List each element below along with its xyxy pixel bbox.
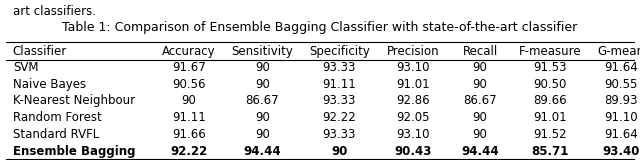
- Text: 91.67: 91.67: [172, 61, 205, 74]
- Text: 86.67: 86.67: [246, 94, 279, 107]
- Text: G-mean: G-mean: [597, 45, 640, 58]
- Text: 93.33: 93.33: [323, 94, 356, 107]
- Text: 92.86: 92.86: [396, 94, 429, 107]
- Text: 91.64: 91.64: [604, 61, 637, 74]
- Text: 91.11: 91.11: [172, 111, 205, 124]
- Text: Random Forest: Random Forest: [13, 111, 102, 124]
- Text: 92.05: 92.05: [396, 111, 429, 124]
- Text: 90: 90: [472, 61, 488, 74]
- Text: 90: 90: [331, 145, 348, 158]
- Text: Naive Bayes: Naive Bayes: [13, 78, 86, 91]
- Text: 93.10: 93.10: [396, 61, 429, 74]
- Text: 94.44: 94.44: [244, 145, 281, 158]
- Text: 91.11: 91.11: [323, 78, 356, 91]
- Text: 91.01: 91.01: [534, 111, 567, 124]
- Text: 93.40: 93.40: [602, 145, 639, 158]
- Text: 90.50: 90.50: [534, 78, 567, 91]
- Text: K-Nearest Neighbour: K-Nearest Neighbour: [13, 94, 135, 107]
- Text: 91.66: 91.66: [172, 128, 205, 141]
- Text: 90.56: 90.56: [172, 78, 205, 91]
- Text: 93.10: 93.10: [396, 128, 429, 141]
- Text: 91.10: 91.10: [604, 111, 637, 124]
- Text: 90: 90: [255, 61, 270, 74]
- Text: SVM: SVM: [13, 61, 38, 74]
- Text: Classifier: Classifier: [13, 45, 67, 58]
- Text: 90.43: 90.43: [394, 145, 431, 158]
- Text: 89.66: 89.66: [534, 94, 567, 107]
- Text: Standard RVFL: Standard RVFL: [13, 128, 99, 141]
- Text: Recall: Recall: [462, 45, 498, 58]
- Text: 94.44: 94.44: [461, 145, 499, 158]
- Text: 91.64: 91.64: [604, 128, 637, 141]
- Text: 93.33: 93.33: [323, 128, 356, 141]
- Text: 86.67: 86.67: [463, 94, 497, 107]
- Text: 90: 90: [255, 128, 270, 141]
- Text: 90: 90: [472, 128, 488, 141]
- Text: Table 1: Comparison of Ensemble Bagging Classifier with state-of-the-art classif: Table 1: Comparison of Ensemble Bagging …: [62, 21, 578, 34]
- Text: F-measure: F-measure: [519, 45, 582, 58]
- Text: Ensemble Bagging: Ensemble Bagging: [13, 145, 135, 158]
- Text: 91.01: 91.01: [396, 78, 429, 91]
- Text: Precision: Precision: [387, 45, 439, 58]
- Text: Sensitivity: Sensitivity: [232, 45, 293, 58]
- Text: 85.71: 85.71: [532, 145, 569, 158]
- Text: 93.33: 93.33: [323, 61, 356, 74]
- Text: art classifiers.: art classifiers.: [13, 5, 96, 18]
- Text: 90: 90: [472, 78, 488, 91]
- Text: Specificity: Specificity: [308, 45, 370, 58]
- Text: 90.55: 90.55: [604, 78, 637, 91]
- Text: 90: 90: [472, 111, 488, 124]
- Text: 92.22: 92.22: [170, 145, 207, 158]
- Text: 91.52: 91.52: [534, 128, 567, 141]
- Text: 92.22: 92.22: [323, 111, 356, 124]
- Text: Accuracy: Accuracy: [162, 45, 216, 58]
- Text: 90: 90: [181, 94, 196, 107]
- Text: 91.53: 91.53: [534, 61, 567, 74]
- Text: 90: 90: [255, 111, 270, 124]
- Text: 90: 90: [255, 78, 270, 91]
- Text: 89.93: 89.93: [604, 94, 637, 107]
